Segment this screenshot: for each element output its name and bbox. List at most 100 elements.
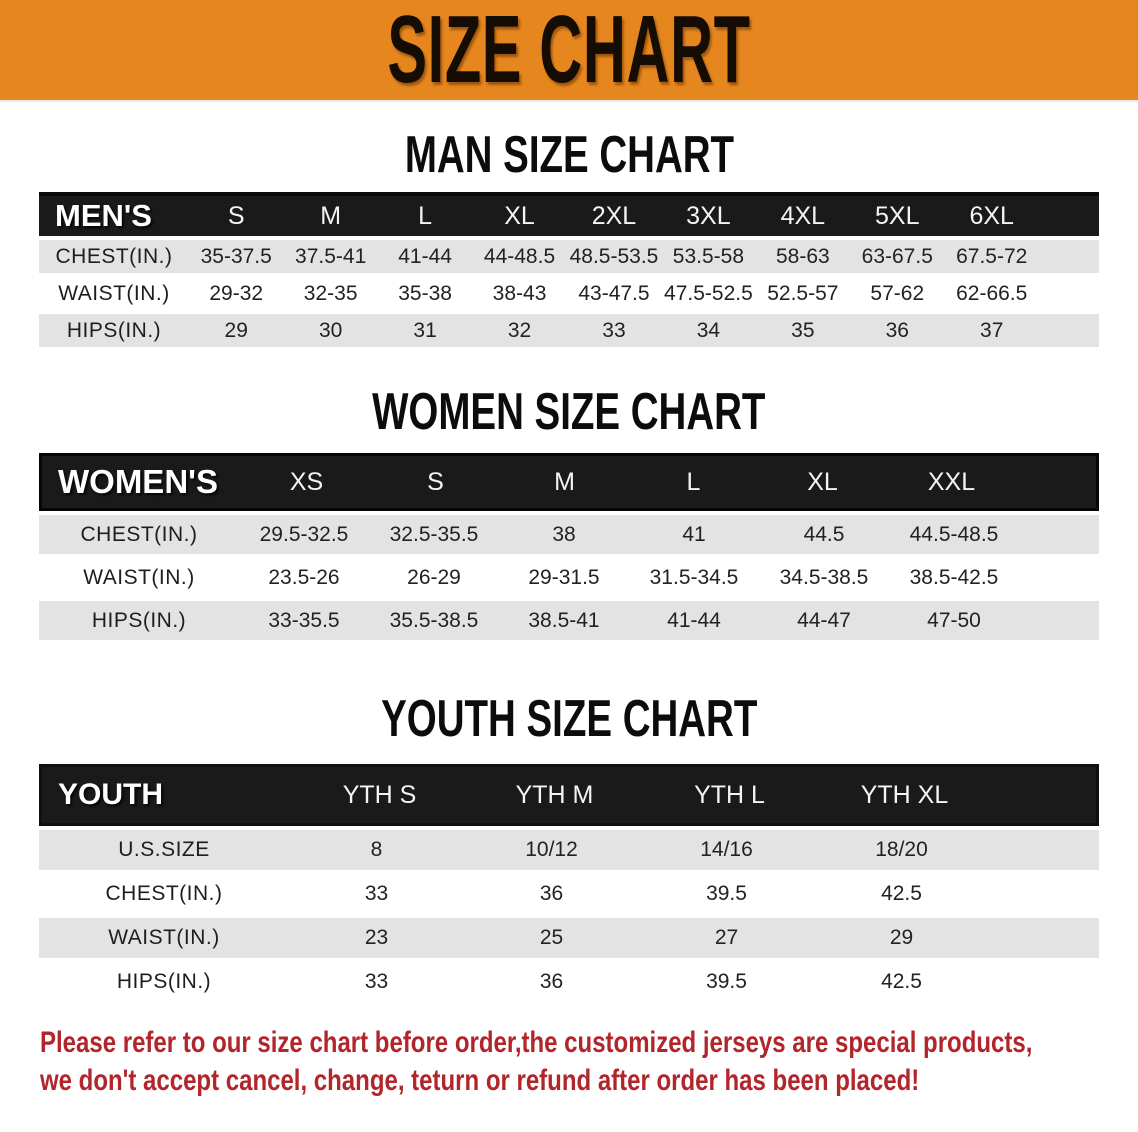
youth-chest-cell: 36 [539,882,564,905]
youth-heading-text: YOUTH SIZE CHART [380,690,758,748]
women-chest-row: CHEST(IN.) 29.5-32.5 32.5-35.5 38 41 44.… [39,515,1099,554]
youth-ussize-cell: 18/20 [875,838,928,861]
men-waist-row: WAIST(IN.) 29-32 32-35 35-38 38-43 43-47… [39,277,1099,310]
women-hips-cell: 44-47 [797,608,851,632]
men-size-col-2xl: 2XL [591,201,637,230]
men-size-col-xl: XL [504,201,535,230]
men-waist-cell: 47.5-52.5 [664,281,753,305]
women-section-heading: WOMEN SIZE CHART [0,383,1138,441]
men-waist-cell: 62-66.5 [956,281,1028,305]
youth-section-heading: YOUTH SIZE CHART [0,690,1138,748]
men-chest-cell: 41-44 [398,244,452,268]
men-hips-cell: 32 [507,318,532,342]
youth-size-col-s: YTH S [342,780,417,809]
women-chest-cell: 41 [682,522,706,546]
men-chest-cell: 63-67.5 [861,244,933,268]
youth-waist-cell: 23 [364,926,389,949]
women-hips-cell: 33-35.5 [268,608,340,632]
youth-waist-row-label: WAIST(IN.) [108,926,220,949]
youth-chest-cell: 42.5 [881,882,922,905]
youth-size-col-xl: YTH XL [860,780,949,809]
man-heading-text: MAN SIZE CHART [404,126,734,184]
men-size-col-s: S [227,201,245,230]
men-size-col-4xl: 4XL [780,201,826,230]
women-table-corner-label: WOMEN'S [58,463,219,500]
men-size-col-m: M [320,201,342,230]
men-waist-cell: 38-43 [492,281,547,305]
men-chest-row: CHEST(IN.) 35-37.5 37.5-41 41-44 44-48.5… [39,240,1099,273]
youth-size-col-m: YTH M [515,780,594,809]
women-hips-cell: 41-44 [667,608,721,632]
women-chest-cell: 44.5-48.5 [909,522,999,546]
youth-size-table: YOUTH YTH S YTH M YTH L YTH XL U.S.SIZE … [39,764,1099,1002]
women-waist-row: WAIST(IN.) 23.5-26 26-29 29-31.5 31.5-34… [39,558,1099,597]
youth-hips-cell: 39.5 [706,970,747,993]
men-hips-cell: 29 [224,318,248,342]
youth-table-corner-label: YOUTH [58,778,163,811]
men-hips-cell: 30 [318,318,343,342]
youth-hips-cell: 42.5 [881,970,922,993]
men-chest-cell: 48.5-53.5 [569,244,659,268]
men-size-col-6xl: 6XL [969,201,1014,230]
men-waist-cell: 29-32 [209,281,264,305]
youth-hips-cell: 33 [364,970,389,993]
youth-ussize-cell: 10/12 [525,838,578,861]
youth-ussize-row-label: U.S.SIZE [118,838,210,861]
youth-chest-row: CHEST(IN.) 33 36 39.5 42.5 [39,874,1099,914]
men-waist-cell: 57-62 [870,281,925,305]
men-hips-cell: 35 [791,318,815,342]
man-section-heading: MAN SIZE CHART [0,126,1138,184]
women-waist-cell: 38.5-42.5 [909,565,999,589]
men-hips-cell: 36 [885,318,909,342]
youth-hips-row: HIPS(IN.) 33 36 39.5 42.5 [39,962,1099,1002]
disclaimer-line-1: Please refer to our size chart before or… [40,1026,1033,1059]
men-waist-row-label: WAIST(IN.) [58,281,170,305]
men-chest-cell: 37.5-41 [295,244,367,268]
men-hips-cell: 33 [602,318,626,342]
women-size-col-xl: XL [807,467,838,496]
men-size-col-l: L [418,201,433,230]
men-chest-cell: 44-48.5 [483,244,556,268]
men-table-header-row: MEN'S S M L XL 2XL 3XL 4XL 5XL 6XL [39,192,1099,236]
men-chest-cell: 58-63 [775,244,830,268]
banner-title: SIZE CHART [387,0,751,103]
men-waist-cell: 32-35 [303,281,358,305]
women-chest-row-label: CHEST(IN.) [80,522,198,546]
youth-ussize-row: U.S.SIZE 8 10/12 14/16 18/20 [39,830,1099,870]
women-size-col-l: L [686,467,701,496]
men-table-corner-label: MEN'S [55,198,152,233]
men-size-col-3xl: 3XL [686,201,731,230]
women-size-col-xs: XS [289,467,324,496]
women-waist-cell: 23.5-26 [268,565,340,589]
youth-waist-cell: 29 [889,926,914,949]
women-chest-cell: 29.5-32.5 [259,522,349,546]
women-chest-cell: 32.5-35.5 [389,522,479,546]
youth-chest-cell: 39.5 [706,882,747,905]
youth-table-header-row: YOUTH YTH S YTH M YTH L YTH XL [39,764,1099,826]
women-size-col-xxl: XXL [927,467,976,496]
youth-chest-cell: 33 [364,882,389,905]
youth-waist-cell: 27 [714,926,739,949]
women-waist-cell: 34.5-38.5 [779,565,869,589]
women-waist-cell: 31.5-34.5 [649,565,739,589]
women-hips-cell: 35.5-38.5 [389,608,479,632]
youth-ussize-cell: 8 [370,838,383,861]
disclaimer-line-2: we don't accept cancel, change, teturn o… [40,1064,920,1097]
men-chest-row-label: CHEST(IN.) [55,244,173,268]
men-hips-row-label: HIPS(IN.) [66,318,162,342]
youth-waist-cell: 25 [539,926,564,949]
youth-chest-row-label: CHEST(IN.) [105,882,223,905]
women-size-table: WOMEN'S XS S M L XL XXL CHEST(IN.) 29.5-… [39,453,1099,640]
youth-hips-row-label: HIPS(IN.) [116,970,212,993]
men-chest-cell: 53.5-58 [672,244,745,268]
women-heading-text: WOMEN SIZE CHART [372,383,766,441]
women-hips-cell: 38.5-41 [528,608,600,632]
men-chest-cell: 67.5-72 [956,244,1028,268]
men-hips-cell: 34 [696,318,721,342]
women-hips-cell: 47-50 [927,608,981,632]
women-chest-cell: 38 [552,522,576,546]
men-size-col-5xl: 5XL [875,201,920,230]
youth-ussize-cell: 14/16 [700,838,753,861]
men-hips-cell: 37 [980,318,1004,342]
men-chest-cell: 35-37.5 [200,244,272,268]
